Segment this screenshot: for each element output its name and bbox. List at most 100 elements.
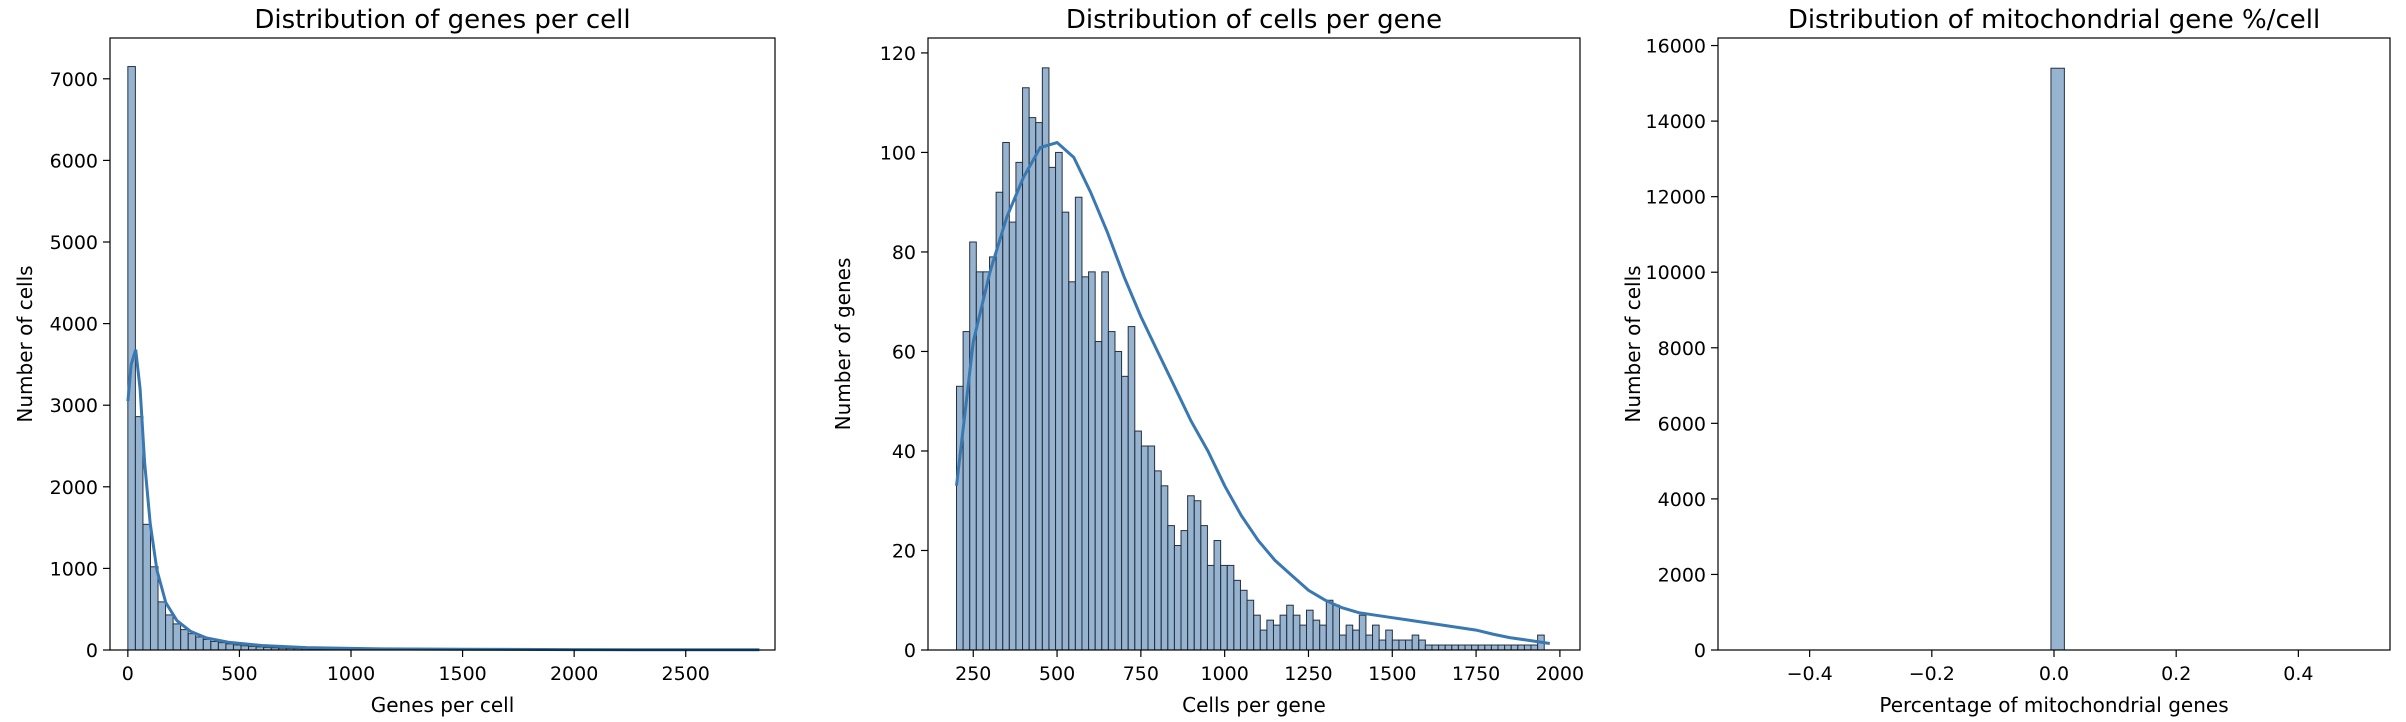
y-tick-label: 6000 (50, 150, 98, 172)
histogram-bar (1068, 281, 1076, 651)
histogram-bar (1332, 604, 1341, 651)
histogram-bar (1246, 599, 1255, 651)
histogram-bar (165, 614, 174, 651)
histogram-bar (982, 271, 991, 651)
chart-panel-2: 250 500 750 1000 1250 1500 1750 2000 0 20 40 60 80 10… (831, 5, 1584, 717)
histogram-bar (1358, 614, 1367, 651)
histogram-bar (217, 642, 227, 651)
histogram-bar (1378, 639, 1387, 651)
x-tick-label: 0.4 (2283, 663, 2313, 685)
histogram-bar (1451, 644, 1459, 651)
histogram-bar (1411, 634, 1420, 651)
histogram-bar (1193, 500, 1202, 651)
histogram-bar (1438, 644, 1446, 651)
chart-panel-1: 0 500 1000 1500 2000 2500 0 1000 2000 3000 4000 500… (13, 5, 776, 717)
y-tick-label: 14000 (1646, 111, 1706, 133)
histogram-bar (989, 256, 997, 651)
x-tick-label: 500 (221, 663, 257, 685)
chart-panel-3: −0.4 −0.2 0.0 0.2 0.4 0 2000 4000 6000 8000 10000 1… (1621, 5, 2391, 717)
histogram-bar (1372, 624, 1380, 651)
y-tick-label: 8000 (1658, 338, 1706, 360)
chart-title: Distribution of mitochondrial gene %/cel… (1788, 5, 2320, 35)
histogram-bar (157, 601, 167, 651)
histogram-bar (1008, 221, 1017, 651)
histogram-bar (1490, 644, 1499, 651)
histogram-bar (1140, 445, 1149, 651)
histogram-bar (187, 633, 197, 651)
histogram-bar (1444, 644, 1453, 651)
histogram-bar (1477, 644, 1486, 651)
x-tick-label: 2000 (550, 663, 598, 685)
histogram-bar (1028, 117, 1037, 651)
y-tick-label: 2000 (1658, 564, 1706, 586)
histogram-bar (1292, 614, 1301, 651)
histogram-bar (1035, 122, 1043, 651)
histogram-bar (1055, 151, 1063, 651)
histogram-bar (1339, 634, 1347, 651)
y-tick-label: 7000 (50, 69, 98, 91)
histogram-bar (1424, 644, 1433, 651)
histogram-bar (1233, 579, 1241, 651)
y-tick-label: 0 (1694, 640, 1706, 662)
x-tick-label: 1750 (1452, 663, 1500, 685)
x-tick-label: 1250 (1284, 663, 1332, 685)
y-tick-label: 12000 (1646, 187, 1706, 209)
y-tick-label: 80 (892, 242, 916, 264)
x-tick-label: 0.2 (2161, 663, 2191, 685)
x-tick-label: 1000 (327, 663, 375, 685)
y-axis-label: Number of genes (831, 258, 855, 431)
histogram-bar (195, 636, 204, 651)
histogram-bar (1081, 276, 1090, 651)
x-tick-label: 2500 (662, 663, 710, 685)
y-tick-label: 6000 (1658, 413, 1706, 435)
histogram-bar (1305, 609, 1314, 651)
histogram-bar (1484, 644, 1492, 651)
histogram-bar (1312, 619, 1321, 651)
histogram-bar (1121, 375, 1129, 651)
x-tick-label: 2000 (1536, 663, 1584, 685)
histogram-bar (1517, 644, 1525, 651)
histogram-bar (1497, 644, 1506, 651)
histogram-bar (240, 645, 250, 651)
histogram-bar (1134, 430, 1142, 651)
histogram-bar (1187, 495, 1195, 651)
histogram-bar (995, 191, 1004, 651)
y-tick-label: 2000 (50, 477, 98, 499)
histogram-bar (1391, 639, 1400, 651)
histogram-bar (149, 566, 159, 651)
y-tick-label: 0 (86, 640, 98, 662)
kde-line (126, 349, 760, 652)
histogram-bar (1167, 525, 1175, 651)
histogram-bar (1107, 331, 1116, 651)
histogram-bar (1114, 350, 1123, 651)
histogram-bar (1127, 326, 1136, 651)
histogram-bar (1286, 604, 1294, 651)
x-tick-label: 0 (122, 663, 134, 685)
chart-title: Distribution of genes per cell (254, 5, 630, 35)
histogram-bar (1180, 530, 1189, 651)
histogram-bar (134, 416, 144, 651)
histogram-bar (1154, 470, 1162, 651)
histogram-bar (1457, 644, 1466, 651)
y-tick-label: 4000 (1658, 489, 1706, 511)
kde-line (955, 140, 1551, 645)
x-axis-label: Percentage of mitochondrial genes (1879, 693, 2228, 717)
histogram-bar (1226, 564, 1235, 651)
histogram-bar (1352, 629, 1360, 651)
histogram-bar (232, 644, 242, 651)
histogram-bar (1504, 644, 1512, 651)
histogram-bar (202, 638, 212, 651)
histogram-bar (1398, 639, 1407, 651)
histogram-bar (172, 623, 182, 651)
histogram-bar (1101, 271, 1109, 651)
histogram-bar (1015, 161, 1024, 651)
histogram-bar (1220, 564, 1228, 651)
histogram-bar (1405, 639, 1413, 651)
histogram-bar (180, 629, 189, 651)
histogram-bar (1319, 624, 1327, 651)
y-tick-label: 0 (904, 640, 916, 662)
histogram-bar (1345, 624, 1354, 651)
histogram-bar (1048, 166, 1057, 651)
histogram-bar (969, 241, 977, 651)
